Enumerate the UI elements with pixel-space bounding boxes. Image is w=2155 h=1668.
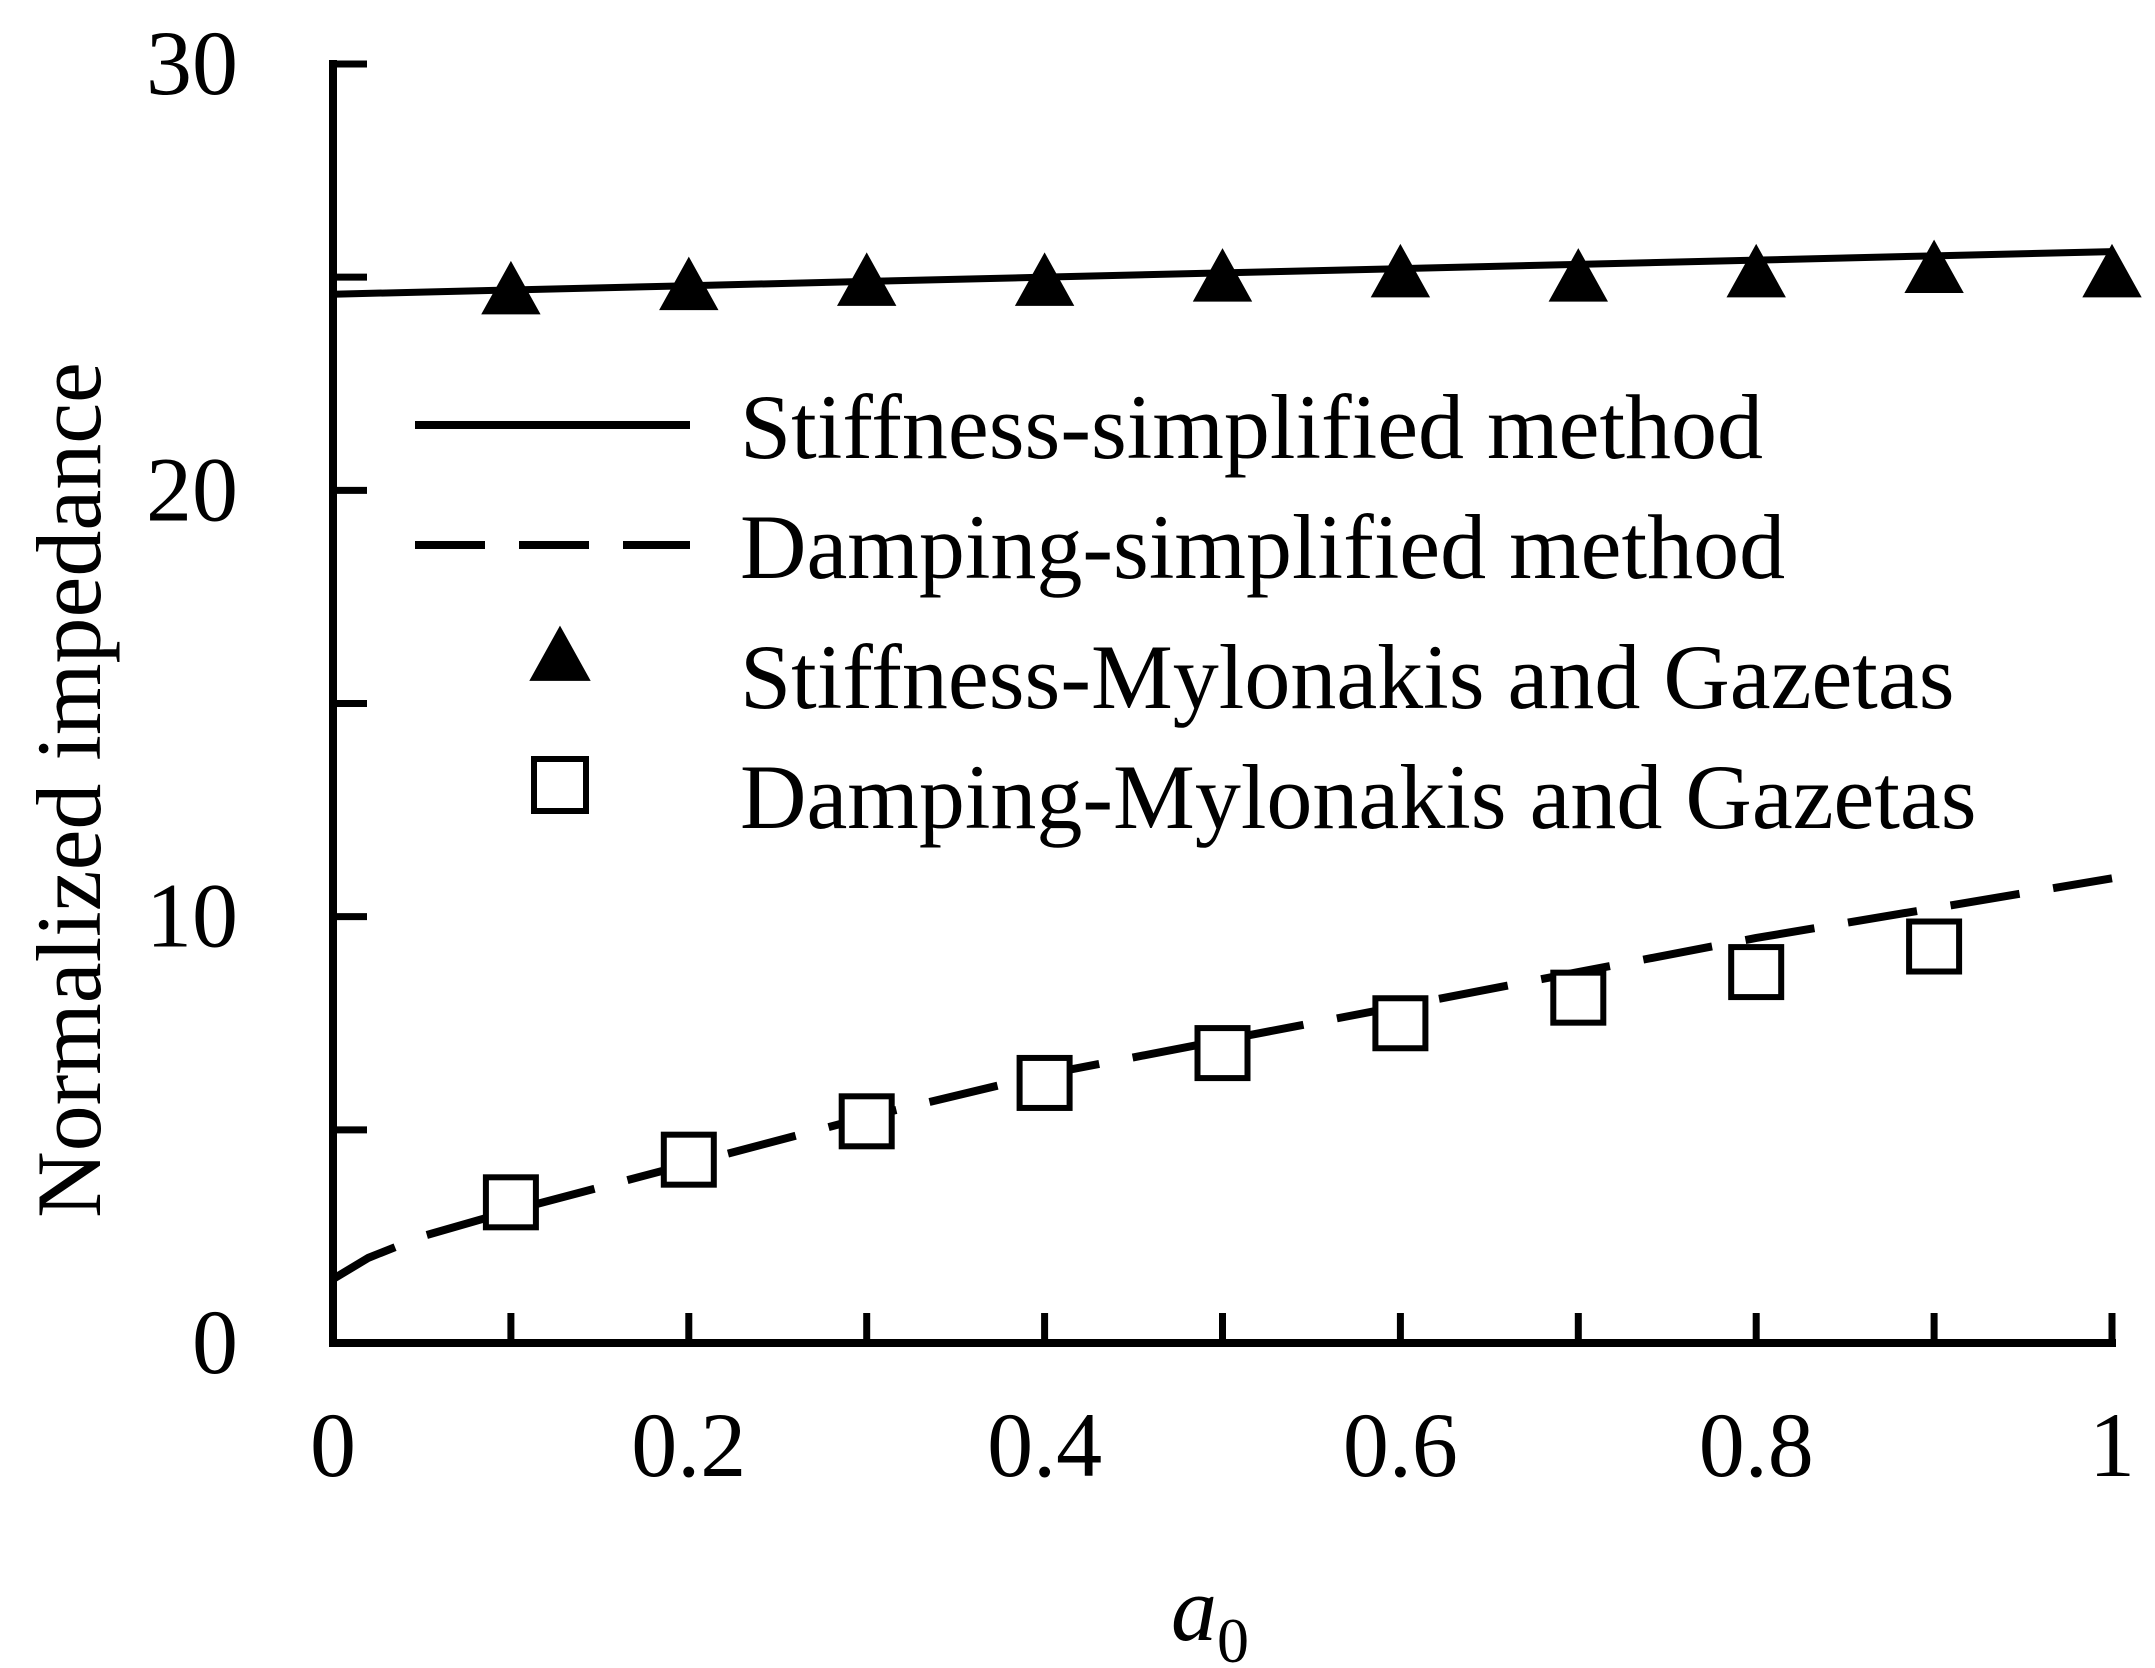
point-stiffness-mylonakis-and-gazetas-8: [1904, 239, 1964, 294]
y-tick-label-2: 20: [146, 438, 238, 540]
point-damping-mylonakis-and-gazetas-0: [482, 1174, 539, 1231]
point-damping-mylonakis-and-gazetas-4: [1194, 1025, 1251, 1082]
x-tick-label-0: 0: [310, 1394, 356, 1496]
point-damping-mylonakis-and-gazetas-3: [1016, 1054, 1073, 1111]
series-stiffness-mylonakis-and-gazetas: [481, 239, 2142, 315]
x-axis-title-subscript: 0: [1217, 1605, 1249, 1668]
point-damping-mylonakis-and-gazetas-1: [660, 1131, 717, 1188]
point-damping-mylonakis-and-gazetas-8: [1906, 918, 1963, 975]
point-stiffness-mylonakis-and-gazetas-5: [1370, 243, 1431, 298]
point-damping-mylonakis-and-gazetas-2: [838, 1093, 895, 1150]
point-stiffness-mylonakis-and-gazetas-9: [2082, 243, 2142, 298]
legend-swatch-stiffness-mylonakis-and-gazetas: [529, 625, 591, 681]
x-axis-title: a0: [1171, 1558, 1249, 1668]
legend-swatch-damping-mylonakis-and-gazetas: [531, 756, 589, 814]
point-stiffness-mylonakis-and-gazetas-1: [659, 256, 719, 311]
x-tick-label-2: 0.4: [987, 1394, 1102, 1496]
x-axis-title-main: a: [1171, 1558, 1217, 1660]
x-tick-label-5: 1: [2089, 1394, 2135, 1496]
point-stiffness-mylonakis-and-gazetas-6: [1548, 248, 1608, 302]
y-tick-label-0: 0: [192, 1291, 238, 1393]
point-stiffness-mylonakis-and-gazetas-0: [481, 260, 541, 315]
legend-label-stiffness-mylonakis-and-gazetas: Stiffness-Mylonakis and Gazetas: [740, 626, 1955, 728]
legend-label-damping-simplified-method: Damping-simplified method: [740, 496, 1785, 598]
legend-label-damping-mylonakis-and-gazetas: Damping-Mylonakis and Gazetas: [740, 746, 1977, 848]
point-stiffness-mylonakis-and-gazetas-3: [1014, 252, 1075, 306]
y-tick-label-1: 10: [146, 865, 238, 967]
x-tick-label-1: 0.2: [631, 1394, 746, 1496]
x-tick-label-4: 0.8: [1699, 1394, 1814, 1496]
x-tick-label-3: 0.6: [1343, 1394, 1458, 1496]
point-damping-mylonakis-and-gazetas-5: [1372, 995, 1429, 1052]
legend-label-stiffness-simplified-method: Stiffness-simplified method: [740, 376, 1763, 478]
point-stiffness-mylonakis-and-gazetas-7: [1726, 243, 1786, 298]
point-stiffness-mylonakis-and-gazetas-2: [837, 252, 897, 306]
point-damping-mylonakis-and-gazetas-7: [1728, 944, 1785, 1001]
y-tick-label-3: 30: [146, 12, 238, 114]
point-stiffness-mylonakis-and-gazetas-4: [1192, 248, 1253, 302]
legend: Stiffness-simplified method Damping-simpl…: [415, 376, 1977, 848]
point-damping-mylonakis-and-gazetas-6: [1550, 969, 1607, 1026]
y-axis-title: Normalized impedance: [18, 362, 120, 1218]
series-layer: [330, 239, 2142, 1283]
series-damping-mylonakis-and-gazetas: [482, 918, 1963, 1231]
